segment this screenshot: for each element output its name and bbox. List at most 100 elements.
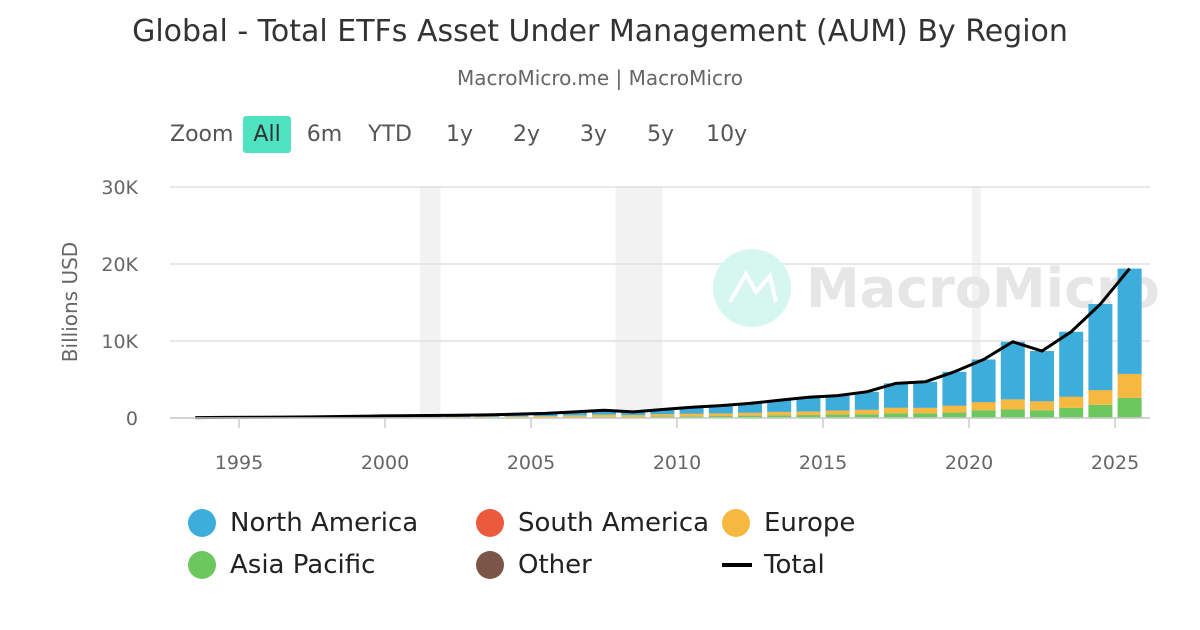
bar-europe bbox=[504, 416, 529, 418]
asia-pacific-marker-icon bbox=[188, 551, 216, 579]
zoom-3y-button[interactable]: 3y bbox=[580, 122, 608, 147]
bar-europe bbox=[592, 414, 616, 417]
bar-europe bbox=[1088, 390, 1113, 405]
bar-north-america bbox=[913, 381, 938, 408]
bar-north-america bbox=[942, 371, 967, 406]
total-line bbox=[195, 267, 1131, 420]
zoom-5y-button[interactable]: 5y bbox=[647, 122, 675, 147]
bar-europe bbox=[854, 409, 879, 415]
bar-europe bbox=[621, 415, 646, 417]
bar-north-america bbox=[796, 397, 821, 412]
bar-europe bbox=[796, 411, 821, 415]
bar-north-america bbox=[884, 383, 908, 408]
bar-europe bbox=[738, 412, 762, 416]
bar-north-america bbox=[738, 403, 762, 413]
bar-north-america bbox=[1030, 351, 1054, 402]
bar-asia-pacific bbox=[913, 413, 938, 418]
bar-asia-pacific bbox=[1000, 409, 1025, 418]
bar-north-america bbox=[1059, 331, 1084, 397]
bar-asia-pacific bbox=[767, 415, 792, 418]
bar-europe bbox=[884, 407, 908, 414]
legend-label: Asia Pacific bbox=[230, 550, 376, 580]
bar-north-america bbox=[650, 409, 675, 415]
chart-title: Global - Total ETFs Asset Under Manageme… bbox=[132, 14, 1068, 49]
bar-north-america bbox=[679, 407, 704, 414]
zoom-1y-button[interactable]: 1y bbox=[445, 122, 473, 147]
bar-asia-pacific bbox=[738, 415, 762, 418]
bar-europe bbox=[650, 414, 675, 417]
bar-asia-pacific bbox=[1030, 410, 1054, 418]
chart-subtitle: MacroMicro.me | MacroMicro bbox=[457, 66, 743, 90]
legend-south-america[interactable]: South America bbox=[476, 508, 722, 538]
legend-label: Other bbox=[518, 550, 592, 580]
bar-asia-pacific bbox=[971, 410, 996, 418]
bar-asia-pacific bbox=[1059, 407, 1084, 418]
total-line-marker-icon bbox=[722, 563, 752, 567]
bar-asia-pacific bbox=[1088, 404, 1113, 418]
x-tick-label: 2020 bbox=[945, 452, 993, 474]
zoom-6m-button[interactable]: 6m bbox=[306, 122, 343, 147]
bar-asia-pacific bbox=[854, 414, 879, 418]
bar-europe bbox=[942, 405, 967, 413]
bar-north-america bbox=[825, 395, 850, 411]
x-tick-label: 2025 bbox=[1091, 452, 1139, 474]
x-tick-label: 2015 bbox=[799, 452, 847, 474]
legend-label: South America bbox=[518, 508, 710, 538]
zoom-2y-button[interactable]: 2y bbox=[513, 122, 541, 147]
legend-label: Total bbox=[764, 550, 825, 580]
bar-north-america bbox=[562, 411, 587, 416]
bar-north-america bbox=[621, 411, 646, 416]
bar-europe bbox=[913, 407, 938, 414]
zoom-all-button[interactable]: All bbox=[243, 116, 291, 153]
bar-europe bbox=[1030, 401, 1054, 411]
zoom-label: Zoom bbox=[170, 122, 234, 147]
bar-europe bbox=[708, 413, 733, 416]
legend-label: North America bbox=[230, 508, 419, 538]
bar-asia-pacific bbox=[708, 416, 733, 418]
bar-asia-pacific bbox=[825, 414, 850, 418]
y-tick-label: 30K bbox=[101, 177, 138, 199]
bar-north-america bbox=[1000, 341, 1025, 400]
bar-europe bbox=[1059, 396, 1084, 408]
bar-europe bbox=[971, 402, 996, 411]
legend-other[interactable]: Other bbox=[476, 550, 722, 580]
bar-europe bbox=[767, 411, 792, 416]
bar-europe bbox=[533, 415, 558, 418]
bar-asia-pacific bbox=[884, 413, 908, 418]
watermark-logo-icon bbox=[728, 269, 778, 303]
legend: North America South America Europe Asia … bbox=[188, 508, 988, 580]
zoom-ytd-button[interactable]: YTD bbox=[368, 122, 412, 147]
legend-europe[interactable]: Europe bbox=[722, 508, 982, 538]
bar-europe bbox=[562, 415, 587, 418]
zoom-10y-button[interactable]: 10y bbox=[706, 122, 748, 147]
recession-band bbox=[971, 187, 981, 418]
north-america-marker-icon bbox=[188, 509, 216, 537]
bar-europe bbox=[1117, 374, 1142, 398]
x-tick-label: 2000 bbox=[361, 452, 409, 474]
recession-band bbox=[615, 187, 663, 418]
y-tick-label: 10K bbox=[101, 331, 138, 353]
legend-total[interactable]: Total bbox=[722, 550, 982, 580]
legend-north-america[interactable]: North America bbox=[188, 508, 476, 538]
legend-label: Europe bbox=[764, 508, 856, 538]
bar-asia-pacific bbox=[796, 415, 821, 418]
bar-north-america bbox=[971, 359, 996, 402]
x-tick-label: 2005 bbox=[507, 452, 555, 474]
bar-north-america bbox=[1088, 304, 1113, 391]
south-america-marker-icon bbox=[476, 509, 504, 537]
bar-asia-pacific bbox=[1117, 397, 1142, 418]
bar-north-america bbox=[592, 410, 616, 415]
bar-north-america bbox=[708, 405, 733, 414]
y-tick-label: 0 bbox=[126, 408, 138, 430]
bar-north-america bbox=[767, 400, 792, 412]
x-tick-label: 1995 bbox=[215, 452, 263, 474]
bar-asia-pacific bbox=[942, 412, 967, 418]
y-axis-label: Billions USD bbox=[58, 242, 82, 362]
europe-marker-icon bbox=[722, 509, 750, 537]
recession-band bbox=[420, 187, 441, 418]
bar-europe bbox=[1000, 399, 1025, 410]
legend-asia-pacific[interactable]: Asia Pacific bbox=[188, 550, 476, 580]
bar-europe bbox=[825, 410, 850, 415]
bar-europe bbox=[446, 416, 470, 418]
